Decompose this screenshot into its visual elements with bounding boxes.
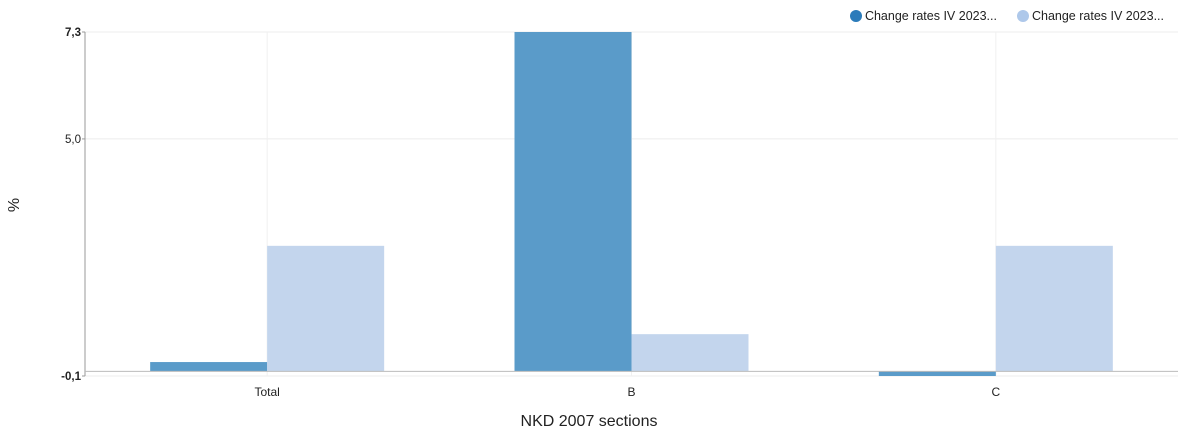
x-tick-label: B <box>627 385 635 399</box>
bars <box>150 32 1113 376</box>
bar-series-2-B[interactable] <box>631 334 749 372</box>
y-tick-label: 7,3 <box>65 27 81 39</box>
legend-marker-series-2 <box>1016 10 1029 22</box>
x-tick-label: C <box>991 385 1000 399</box>
legend-label-series-1: Change rates IV 2023... <box>864 9 997 23</box>
legend-marker-series-1 <box>849 10 862 22</box>
bar-series-1-B[interactable] <box>514 32 632 372</box>
y-tick-label: 5,0 <box>65 134 81 146</box>
legend: Change rates IV 2023... Change rates IV … <box>849 9 1164 23</box>
x-tick-label: Total <box>254 385 279 399</box>
legend-item-series-2[interactable]: Change rates IV 2023... <box>1016 9 1164 23</box>
y-axis-title: % <box>6 197 23 213</box>
bar-series-1-Total[interactable] <box>150 362 268 372</box>
bar-series-2-C[interactable] <box>995 245 1113 372</box>
legend-label-series-2: Change rates IV 2023... <box>1031 9 1164 23</box>
bar-series-2-Total[interactable] <box>267 245 385 372</box>
legend-item-series-1[interactable]: Change rates IV 2023... <box>849 9 997 23</box>
axes: -0,1 5,0 7,3 Total B C <box>61 27 1178 399</box>
y-tick-label: -0,1 <box>61 371 81 383</box>
x-axis-title: NKD 2007 sections <box>520 413 658 430</box>
bar-series-1-C[interactable] <box>878 371 996 376</box>
